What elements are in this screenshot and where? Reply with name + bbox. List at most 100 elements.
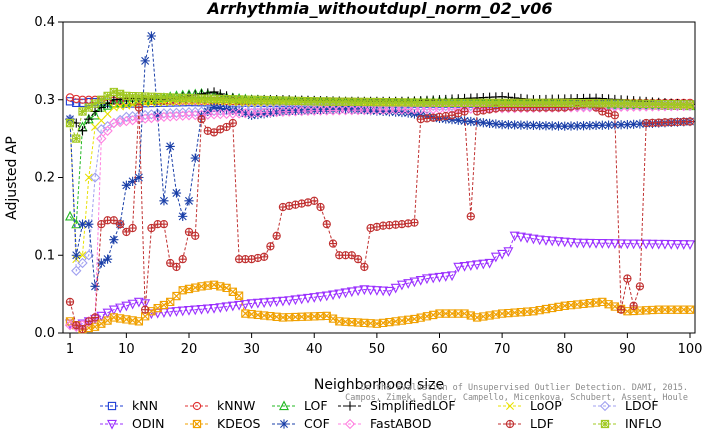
data-point (266, 242, 275, 251)
x-tick-label: 30 (243, 342, 260, 357)
legend-label: kNN (132, 398, 158, 413)
data-point (83, 250, 94, 261)
data-point (84, 173, 93, 182)
data-point (497, 249, 508, 260)
data-point (71, 250, 81, 260)
data-point (284, 296, 295, 306)
data-point (77, 257, 88, 269)
data-point (77, 126, 88, 136)
data-point (115, 89, 125, 99)
data-point (196, 305, 207, 315)
data-point (90, 313, 100, 322)
data-point (84, 219, 94, 229)
series-cof (65, 31, 695, 291)
data-point (133, 297, 144, 308)
data-point (599, 400, 611, 412)
x-tick-label: 20 (181, 342, 198, 357)
data-point (309, 293, 320, 303)
data-point (227, 301, 238, 312)
data-point (72, 134, 81, 143)
data-point (478, 259, 489, 270)
legend-item-knn: kNN (100, 398, 158, 413)
data-point (503, 247, 514, 257)
data-point (672, 240, 683, 250)
data-point (115, 303, 126, 314)
data-point (65, 210, 75, 221)
data-point (122, 101, 131, 110)
data-point (340, 288, 351, 299)
data-point (466, 116, 476, 127)
axes: 1 10 20 30 40 50 60 70 80 90 100 0.0 0.1 0.2 0.3 0.4 (34, 15, 702, 357)
data-point (90, 109, 101, 120)
data-point (403, 279, 414, 289)
chart-title: Arrhythmia_withoutdupl_norm_02_v06 (206, 0, 553, 18)
data-point (77, 219, 88, 229)
legend-item-knnw: kNNW (185, 398, 255, 413)
data-point (78, 95, 87, 104)
data-point (279, 400, 289, 411)
data-point (271, 297, 282, 307)
legend-label: LOF (304, 398, 328, 413)
data-point (78, 107, 87, 116)
data-point (585, 120, 595, 131)
data-point (566, 238, 577, 248)
data-point (222, 122, 231, 132)
data-point (528, 234, 539, 245)
watermark-line-2: Campos, Zimek, Sander, Campello, Micenko… (345, 393, 688, 403)
data-point (365, 285, 376, 296)
data-point (115, 220, 125, 229)
data-point (572, 121, 582, 131)
series-line (69, 235, 691, 326)
data-point (591, 238, 602, 249)
data-point (140, 56, 150, 66)
data-point (653, 239, 664, 250)
legend-label: kNNW (217, 398, 255, 413)
data-point (228, 118, 237, 128)
data-point (107, 401, 117, 411)
data-point (234, 300, 245, 311)
data-point (128, 223, 137, 233)
data-point (197, 115, 206, 124)
data-point (165, 307, 176, 318)
data-point (415, 275, 426, 286)
data-point (141, 305, 150, 314)
data-point (96, 311, 107, 322)
data-point (510, 120, 520, 130)
data-point (629, 119, 639, 129)
data-point (678, 240, 689, 250)
data-point (78, 251, 87, 260)
data-point (65, 297, 75, 307)
y-tick-label: 0.2 (34, 171, 55, 186)
data-point (547, 121, 557, 131)
series-line (69, 103, 691, 330)
data-point (578, 121, 589, 131)
data-point (641, 239, 652, 250)
data-point (610, 111, 619, 120)
data-point (128, 176, 138, 186)
data-point (541, 121, 551, 131)
data-point (559, 237, 570, 248)
data-point (315, 105, 326, 115)
x-tick-label: 100 (678, 342, 702, 357)
data-point (622, 239, 633, 250)
legend-label: INFLO (625, 416, 662, 431)
data-point (491, 119, 501, 129)
data-point (240, 108, 250, 118)
data-point (334, 104, 344, 114)
data-point (192, 401, 202, 411)
data-point (472, 117, 482, 127)
legend-label: FastABOD (370, 416, 432, 431)
data-point (190, 153, 200, 163)
data-point (134, 103, 144, 112)
data-point (259, 109, 269, 119)
data-point (103, 91, 112, 101)
data-point (234, 291, 244, 300)
data-point (209, 303, 220, 314)
data-point (71, 265, 82, 276)
data-point (685, 240, 695, 250)
data-point (421, 274, 432, 285)
data-point (265, 297, 276, 308)
data-point (290, 295, 301, 306)
data-point (344, 418, 356, 430)
data-point (629, 301, 638, 310)
